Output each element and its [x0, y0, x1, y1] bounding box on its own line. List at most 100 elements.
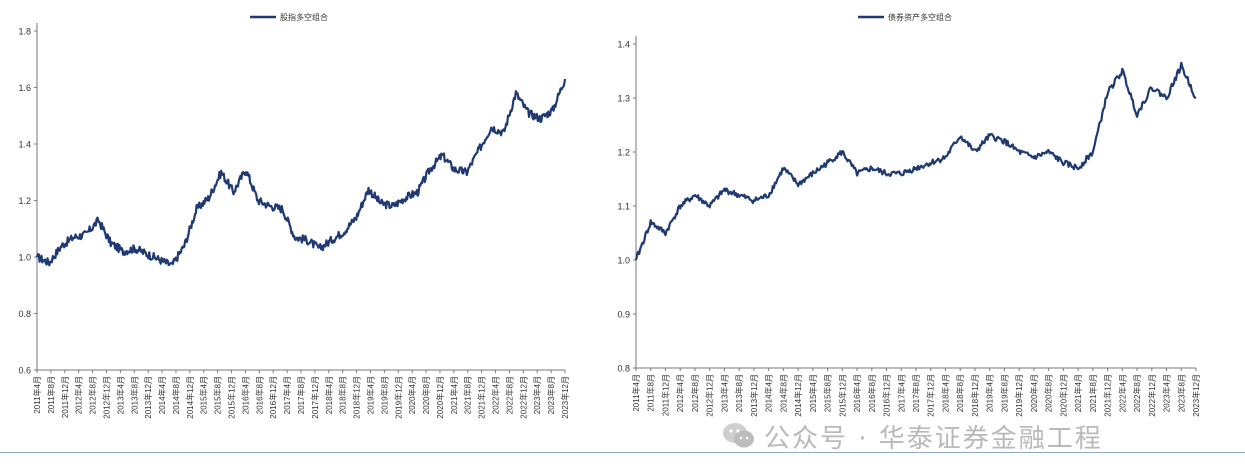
- x-tick-label: 2023年8月: [1176, 374, 1186, 412]
- right-chart: 0.8 0.9 1.0 1.1 1.2 1.3 1.4 2011年4月 2011年8月 2011年…: [600, 0, 1245, 459]
- x-tick-label: 2019年12月: [393, 376, 403, 419]
- y-tick-label: 1.4: [617, 40, 630, 50]
- y-tick-label: 0.8: [617, 364, 630, 374]
- x-tick-label: 2012年8月: [690, 374, 700, 412]
- x-tick-label: 2019年4月: [365, 376, 375, 414]
- x-tick-label: 2015年12月: [837, 374, 847, 417]
- x-tick-label: 2021年12月: [1103, 374, 1113, 417]
- x-tick-label: 2022年8月: [504, 376, 514, 414]
- watermark-text: 公众号 · 华泰证券金融工程: [764, 423, 1103, 454]
- x-tick-label: 2016年12月: [882, 374, 892, 417]
- x-tick-label: 2012年12月: [101, 376, 111, 419]
- y-tick-label: 0.6: [18, 366, 31, 376]
- x-tick-label: 2013年4月: [719, 374, 729, 412]
- left-chart-svg: 0.6 0.8 1.0 1.2 1.4 1.6 1.8 2011年4月 2011年8月 2011年…: [18, 12, 570, 419]
- y-tick-label: 1.6: [18, 83, 31, 93]
- x-tick-label: 2015年12月: [227, 376, 237, 419]
- x-tick-label: 2022年12月: [1147, 374, 1157, 417]
- x-tick-label: 2022年8月: [1132, 374, 1142, 412]
- x-tick-label: 2020年12月: [435, 376, 445, 419]
- x-tick-label: 2011年8月: [646, 374, 656, 412]
- x-tick-label: 2013年8月: [734, 374, 744, 412]
- x-tick-label: 2016年4月: [240, 376, 250, 414]
- x-tick-label: 2019年4月: [985, 374, 995, 412]
- x-tick-label: 2021年8月: [1088, 374, 1098, 412]
- x-tick-label: 2013年12月: [749, 374, 759, 417]
- x-tick-label: 2023年12月: [560, 376, 570, 419]
- x-tick-label: 2014年8月: [778, 374, 788, 412]
- x-tick-label: 2023年12月: [1191, 374, 1201, 417]
- legend-label: 债券资产多空组合: [888, 12, 952, 22]
- x-tick-label: 2011年4月: [631, 374, 641, 412]
- x-tick-label: 2022年4月: [491, 376, 501, 414]
- x-tick-label: 2012年12月: [705, 374, 715, 417]
- x-tick-label: 2012年4月: [675, 374, 685, 412]
- x-tick-label: 2013年4月: [115, 376, 125, 414]
- y-tick-label: 0.8: [18, 309, 31, 319]
- watermark: 公众号 · 华泰证券金融工程: [722, 416, 1103, 456]
- x-tick-label: 2015年8月: [823, 374, 833, 412]
- x-tick-label: 2011年12月: [60, 376, 70, 418]
- y-tick-label: 1.3: [617, 94, 630, 104]
- x-tick-label: 2021年4月: [449, 376, 459, 414]
- right-chart-svg: 0.8 0.9 1.0 1.1 1.2 1.3 1.4 2011年4月 2011年8月 2011年…: [617, 12, 1201, 417]
- x-tick-label: 2021年12月: [477, 376, 487, 419]
- x-tick-label: 2011年8月: [46, 376, 56, 414]
- x-tick-label: 2014年4月: [157, 376, 167, 414]
- x-tick-label: 2014年12月: [185, 376, 195, 419]
- x-tick-label: 2019年8月: [999, 374, 1009, 412]
- x-tick-label: 2018年4月: [324, 376, 334, 414]
- x-tick-label: 2019年12月: [1014, 374, 1024, 417]
- x-tick-label: 2013年12月: [143, 376, 153, 419]
- x-tick-label: 2020年12月: [1058, 374, 1068, 417]
- x-tick-label: 2020年8月: [421, 376, 431, 414]
- x-tick-label: 2015年8月: [213, 376, 223, 414]
- x-tick-label: 2012年4月: [74, 376, 84, 414]
- x-tick-label: 2018年8月: [955, 374, 965, 412]
- y-tick-label: 1.1: [617, 202, 630, 212]
- x-tick-label: 2020年4月: [1029, 374, 1039, 412]
- x-tick-label: 2014年4月: [764, 374, 774, 412]
- x-tick-label: 2015年4月: [808, 374, 818, 412]
- x-tick-label: 2018年8月: [338, 376, 348, 414]
- x-tick-label: 2016年8月: [254, 376, 264, 414]
- y-tick-label: 1.8: [18, 27, 31, 37]
- x-tick-label: 2016年8月: [867, 374, 877, 412]
- y-tick-label: 1.4: [18, 140, 31, 150]
- x-tick-label: 2018年12月: [352, 376, 362, 419]
- bottom-divider: [0, 452, 1245, 453]
- x-tick-label: 2017年4月: [282, 376, 292, 414]
- x-tick-label: 2021年4月: [1073, 374, 1083, 412]
- left-chart: 0.6 0.8 1.0 1.2 1.4 1.6 1.8 2011年4月 2011年8月 2011年…: [0, 0, 600, 459]
- x-tick-label: 2023年8月: [546, 376, 556, 414]
- x-tick-label: 2022年4月: [1117, 374, 1127, 412]
- x-tick-label: 2023年4月: [1162, 374, 1172, 412]
- x-tick-label: 2020年8月: [1044, 374, 1054, 412]
- legend-label: 股指多空组合: [280, 12, 328, 22]
- x-tick-label: 2018年4月: [940, 374, 950, 412]
- y-tick-label: 1.0: [617, 256, 630, 266]
- x-tick-label: 2023年4月: [532, 376, 542, 414]
- x-tick-label: 2013年8月: [129, 376, 139, 414]
- y-tick-label: 0.9: [617, 310, 630, 320]
- x-tick-label: 2012年8月: [88, 376, 98, 414]
- y-tick-label: 1.0: [18, 253, 31, 263]
- x-tick-label: 2017年12月: [310, 376, 320, 419]
- x-tick-label: 2020年4月: [407, 376, 417, 414]
- x-tick-label: 2014年8月: [171, 376, 181, 414]
- x-tick-label: 2022年12月: [518, 376, 528, 419]
- x-tick-label: 2017年8月: [296, 376, 306, 414]
- wechat-icon: [723, 423, 754, 448]
- x-tick-label: 2011年4月: [32, 376, 42, 414]
- x-tick-label: 2017年12月: [926, 374, 936, 417]
- series-line: [634, 61, 1197, 261]
- x-tick-label: 2019年8月: [379, 376, 389, 414]
- x-tick-label: 2017年8月: [911, 374, 921, 412]
- x-tick-label: 2018年12月: [970, 374, 980, 417]
- x-tick-label: 2017年4月: [896, 374, 906, 412]
- x-tick-label: 2016年12月: [268, 376, 278, 419]
- y-tick-label: 1.2: [617, 148, 630, 158]
- x-tick-label: 2014年12月: [793, 374, 803, 417]
- series-line: [35, 78, 567, 267]
- x-tick-label: 2016年4月: [852, 374, 862, 412]
